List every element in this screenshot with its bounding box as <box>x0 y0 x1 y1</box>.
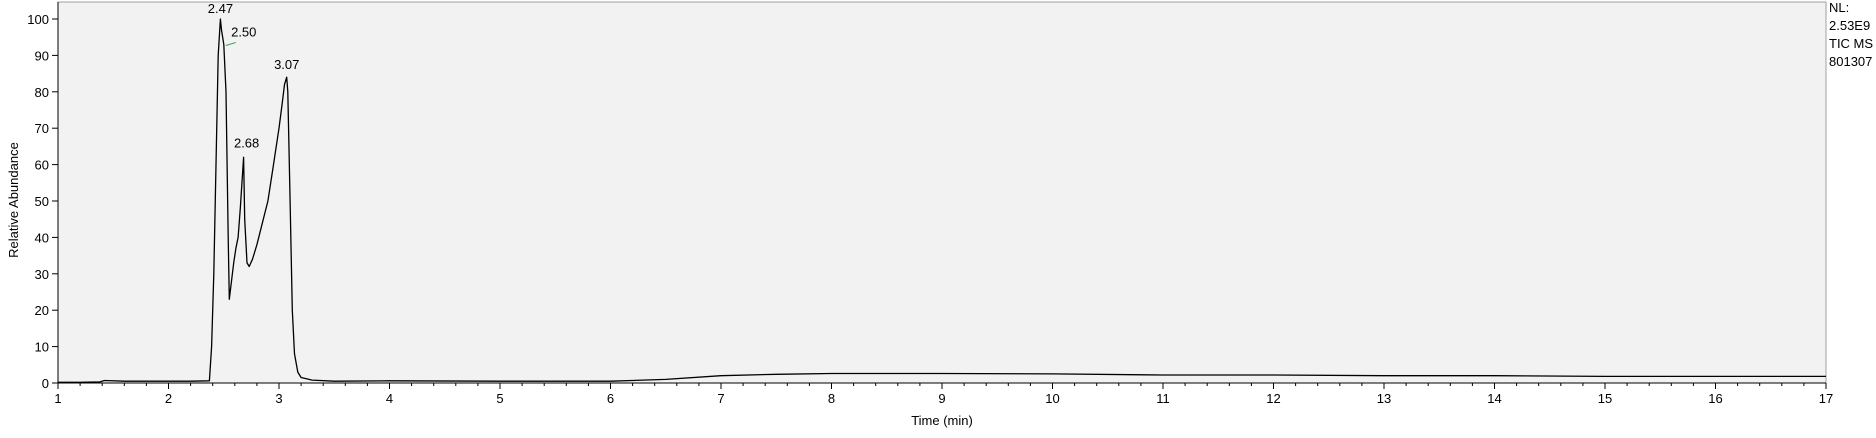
peak-label: 2.68 <box>234 135 259 150</box>
y-tick-label: 10 <box>35 340 49 355</box>
x-tick-label: 14 <box>1487 391 1501 406</box>
y-axis: 0 10 20 30 40 50 60 70 80 90 100 <box>27 12 58 391</box>
plot-area <box>57 1 1827 384</box>
y-tick-label: 0 <box>42 376 49 391</box>
x-tick-label: 5 <box>496 391 503 406</box>
x-tick-label: 17 <box>1819 391 1833 406</box>
x-axis: 1 2 3 4 5 6 7 8 9 10 11 12 13 14 15 16 17 <box>54 383 1833 406</box>
info-block: NL: 2.53E9 TIC MS 801307 <box>1829 0 1873 69</box>
peak-label: 2.50 <box>231 24 256 39</box>
x-tick-label: 16 <box>1708 391 1722 406</box>
y-tick-label: 70 <box>35 121 49 136</box>
info-line: 801307 <box>1829 54 1872 69</box>
info-line: TIC MS <box>1829 36 1873 51</box>
x-tick-label: 9 <box>938 391 945 406</box>
x-axis-title: Time (min) <box>911 413 973 428</box>
y-tick-label: 60 <box>35 158 49 173</box>
tic-trace <box>58 18 1826 383</box>
x-tick-label: 8 <box>828 391 835 406</box>
x-tick-label: 6 <box>607 391 614 406</box>
y-axis-title: Relative Abundance <box>6 142 21 258</box>
x-tick-label: 15 <box>1598 391 1612 406</box>
x-tick-label: 10 <box>1045 391 1059 406</box>
y-tick-label: 30 <box>35 267 49 282</box>
y-tick-label: 20 <box>35 303 49 318</box>
peak-leader-line <box>225 42 236 46</box>
x-tick-label: 1 <box>54 391 61 406</box>
peak-label: 3.07 <box>274 57 299 72</box>
peak-label: 2.47 <box>208 1 233 16</box>
x-tick-label: 2 <box>165 391 172 406</box>
x-tick-label: 7 <box>717 391 724 406</box>
x-tick-label: 11 <box>1156 391 1170 406</box>
y-tick-label: 90 <box>35 48 49 63</box>
series-layer <box>58 18 1826 383</box>
y-tick-label: 100 <box>27 12 49 27</box>
info-line: 2.53E9 <box>1829 18 1870 33</box>
x-tick-label: 13 <box>1377 391 1391 406</box>
info-line: NL: <box>1829 0 1849 15</box>
x-tick-label: 12 <box>1266 391 1280 406</box>
x-tick-label: 4 <box>386 391 393 406</box>
x-tick-label: 3 <box>275 391 282 406</box>
peak-labels: 2.47 2.50 2.68 3.07 <box>208 1 300 150</box>
y-tick-label: 80 <box>35 85 49 100</box>
y-tick-label: 40 <box>35 230 49 245</box>
y-tick-label: 50 <box>35 194 49 209</box>
